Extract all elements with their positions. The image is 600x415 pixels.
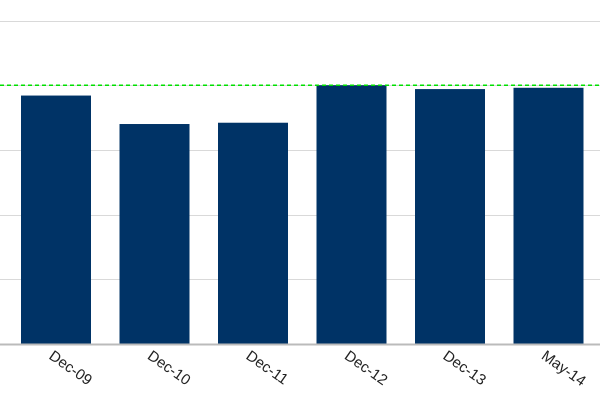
bar bbox=[415, 89, 485, 344]
x-tick-label: May-14 bbox=[538, 347, 589, 390]
bar bbox=[513, 87, 584, 345]
bar bbox=[119, 124, 190, 345]
x-tick-label: Dec-13 bbox=[440, 347, 489, 389]
x-tick-label: Dec-12 bbox=[341, 347, 390, 389]
bar bbox=[218, 122, 288, 344]
x-tick-label: Dec-11 bbox=[243, 347, 291, 388]
x-tick-label: Dec-09 bbox=[46, 347, 95, 389]
bar bbox=[316, 85, 387, 344]
x-tick-labels: Dec-09 Dec-10 Dec-11 Dec-12 Dec-13 May-14 bbox=[46, 347, 589, 390]
x-tick-label: Dec-10 bbox=[144, 347, 193, 389]
bar bbox=[21, 95, 91, 344]
bars bbox=[21, 85, 584, 345]
